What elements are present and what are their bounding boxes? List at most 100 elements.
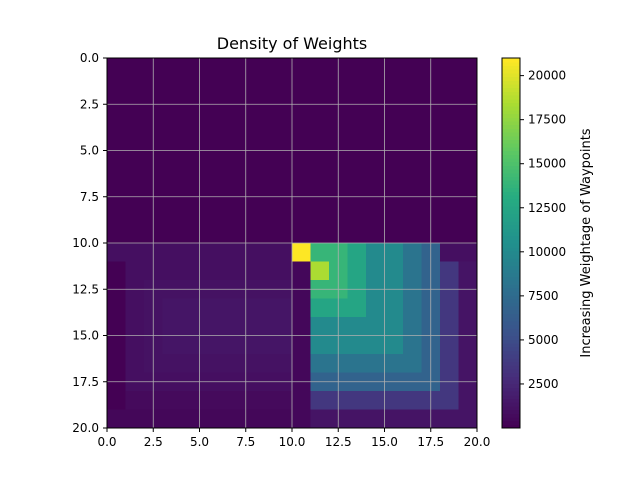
colorbar-segment: [502, 91, 520, 96]
colorbar-segment: [502, 217, 520, 222]
colorbar-segment: [502, 235, 520, 240]
chart-title: Density of Weights: [217, 34, 368, 53]
y-tick-label: 2.5: [80, 97, 99, 111]
colorbar-segment: [502, 135, 520, 140]
colorbar-segment: [502, 183, 520, 189]
y-tick-label: 10.0: [72, 236, 99, 250]
colorbar-segment: [502, 80, 520, 85]
colorbar-segment: [502, 187, 520, 192]
colorbar-segment: [502, 231, 520, 237]
heatmap-cell: [107, 409, 311, 428]
colorbar-segment: [502, 113, 520, 118]
colorbar-segment: [502, 250, 520, 255]
colorbar-segment: [502, 346, 520, 351]
colorbar-segment: [502, 387, 520, 392]
colorbar-segment: [502, 372, 520, 377]
colorbar-segment: [502, 309, 520, 314]
colorbar-segment: [502, 154, 520, 159]
colorbar-segment: [502, 317, 520, 322]
x-tick-label: 20.0: [464, 435, 491, 449]
colorbar-segment: [502, 283, 520, 288]
colorbar-segment: [502, 191, 520, 196]
colorbar-tick-label: 5000: [528, 333, 559, 347]
x-tick-label: 7.5: [236, 435, 255, 449]
y-tick-label: 15.0: [72, 329, 99, 343]
colorbar-segment: [502, 361, 520, 366]
colorbar-segment: [502, 294, 520, 300]
y-tick-label: 7.5: [80, 190, 99, 204]
colorbar-segment: [502, 132, 520, 137]
colorbar-tick-label: 10000: [528, 245, 566, 259]
x-tick-label: 15.0: [371, 435, 398, 449]
colorbar-segment: [502, 98, 520, 103]
colorbar-segment: [502, 291, 520, 296]
colorbar-segment: [502, 209, 520, 214]
y-tick-label: 17.5: [72, 375, 99, 389]
colorbar-segment: [502, 354, 520, 359]
colorbar-segment: [502, 139, 520, 144]
colorbar-tick-label: 2500: [528, 377, 559, 391]
x-axis: 0.0 2.5 5.0 7.5 10.0 12.5 15.0 17.5 20.0: [97, 428, 490, 449]
x-tick-label: 5.0: [190, 435, 209, 449]
colorbar-segment: [502, 65, 520, 70]
colorbar-segment: [502, 268, 520, 274]
colorbar-segment: [502, 324, 520, 329]
heatmap-cell: [310, 243, 329, 262]
colorbar-segment: [502, 328, 520, 333]
colorbar-segment: [502, 206, 520, 211]
colorbar-segment: [502, 394, 520, 399]
colorbar-segment: [502, 102, 520, 107]
colorbar-segment: [502, 109, 520, 115]
colorbar-segment: [502, 376, 520, 381]
y-tick-label: 0.0: [80, 51, 99, 65]
colorbar-segment: [502, 146, 520, 152]
colorbar-segment: [502, 194, 520, 200]
colorbar-segment: [502, 180, 520, 185]
y-tick-label: 20.0: [72, 421, 99, 435]
colorbar-segment: [502, 202, 520, 207]
colorbar-segment: [502, 198, 520, 203]
colorbar-frame: [501, 57, 521, 429]
colorbar-segment: [502, 120, 520, 126]
colorbar-segment: [502, 87, 520, 92]
colorbar-segment: [502, 239, 520, 244]
colorbar-segment: [502, 83, 520, 89]
colorbar-segment: [502, 298, 520, 303]
heatmap-cell: [162, 298, 292, 354]
colorbar-segment: [502, 402, 520, 407]
colorbar-segment: [502, 220, 520, 226]
colorbar-segment: [502, 58, 520, 63]
colorbar-segment: [502, 257, 520, 263]
colorbar-segment: [502, 169, 520, 174]
x-tick-label: 17.5: [417, 435, 444, 449]
y-axis: 0.0 2.5 5.0 7.5 10.0 12.5 15.0 17.5 20.0: [72, 51, 107, 435]
colorbar-segment: [502, 128, 520, 133]
colorbar-segment: [502, 157, 520, 163]
x-tick-label: 2.5: [144, 435, 163, 449]
y-tick-label: 5.0: [80, 144, 99, 158]
colorbar-segment: [502, 280, 520, 285]
x-tick-label: 12.5: [325, 435, 352, 449]
colorbar-segment: [502, 176, 520, 181]
colorbar-segment: [502, 106, 520, 111]
colorbar-segment: [502, 228, 520, 233]
heatmap-cell: [292, 243, 311, 262]
colorbar-tick-label: 7500: [528, 289, 559, 303]
colorbar-ramp: [502, 58, 520, 429]
colorbar-segment: [502, 420, 520, 425]
colorbar-tick-label: 17500: [528, 113, 566, 127]
colorbar-segment: [502, 150, 520, 155]
colorbar-segment: [502, 413, 520, 418]
colorbar-segment: [502, 320, 520, 325]
colorbar-segment: [502, 357, 520, 362]
colorbar-segment: [502, 72, 520, 78]
colorbar-segment: [502, 391, 520, 396]
colorbar-segment: [502, 379, 520, 385]
colorbar-segment: [502, 335, 520, 340]
colorbar-segment: [502, 342, 520, 348]
colorbar-segment: [502, 305, 520, 311]
colorbar-segment: [502, 365, 520, 370]
colorbar-tick-label: 20000: [528, 69, 566, 83]
colorbar-segment: [502, 409, 520, 414]
